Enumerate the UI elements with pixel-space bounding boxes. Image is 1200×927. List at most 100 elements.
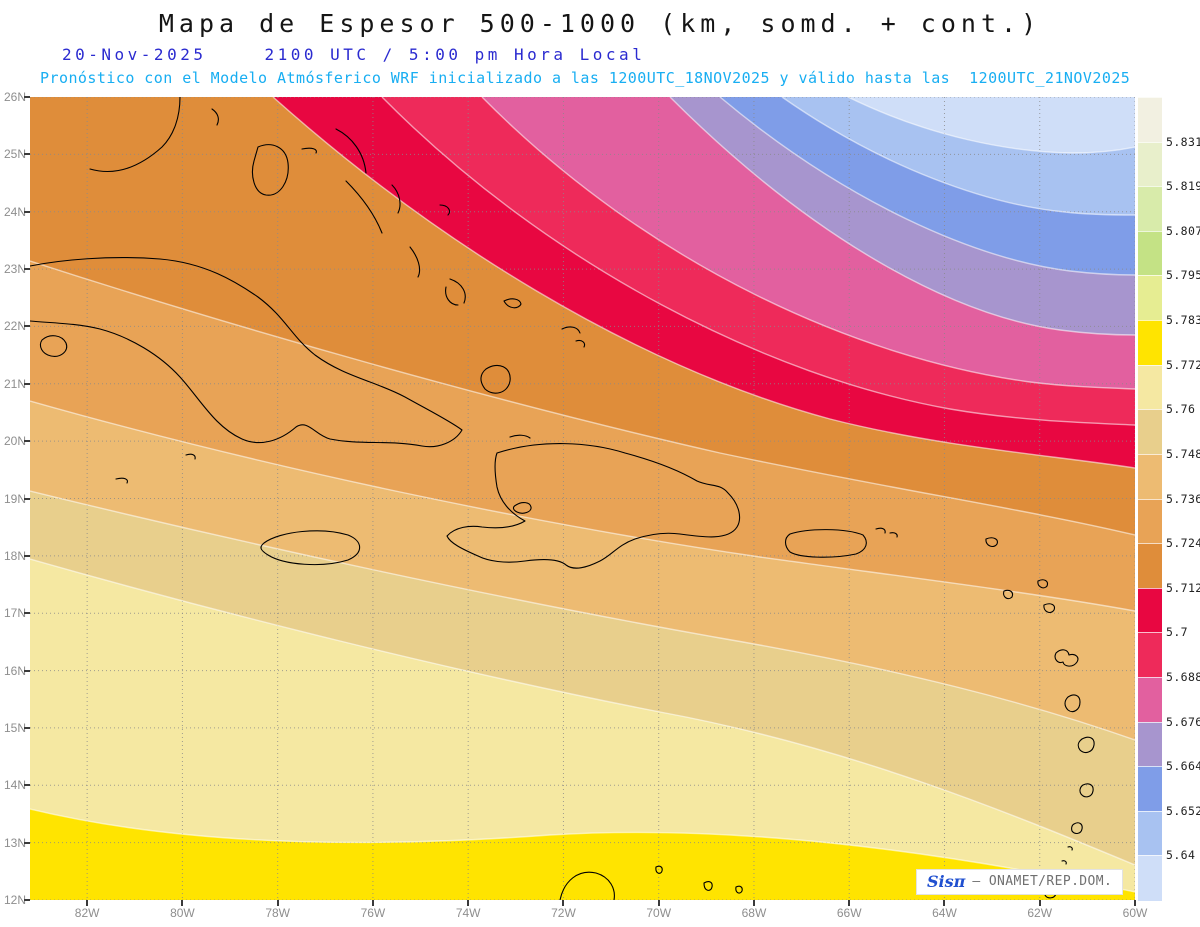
coast-lesser-antilles <box>985 537 1095 899</box>
colorbar-segment <box>1138 320 1162 366</box>
colorbar-segment <box>1138 409 1162 455</box>
colorbar-tick-label: 5.831 <box>1166 134 1200 149</box>
lat-label: 21N <box>3 376 26 391</box>
credit-badge: Sisπ – ONAMET/REP.DOM. <box>916 869 1124 895</box>
lon-tick <box>1133 900 1136 906</box>
coast-gonave-tortuga <box>509 434 532 514</box>
credit-org-label: – ONAMET/REP.DOM. <box>972 874 1113 889</box>
lon-label: 68W <box>741 906 767 920</box>
fill-gte-5.772 <box>30 809 1135 900</box>
lon-tick <box>752 900 755 906</box>
colorbar-segment <box>1138 766 1162 812</box>
lat-tick <box>24 612 30 615</box>
coast-bahamas <box>251 128 586 394</box>
lat-label: 24N <box>3 204 26 219</box>
lon-label: 72W <box>551 906 576 920</box>
lat-label: 14N <box>3 778 26 793</box>
colorbar-segment <box>1138 275 1162 322</box>
colorbar-segment <box>1138 855 1162 901</box>
lon-label: 78W <box>265 906 290 920</box>
coast-isla-juventud <box>39 335 68 357</box>
coast-hispaniola <box>446 443 741 569</box>
coast-abc-islands <box>655 865 743 894</box>
coast-cuba <box>30 257 463 448</box>
lon-tick <box>562 900 565 906</box>
forecast-note: Pronóstico con el Modelo Atmósferico WRF… <box>40 69 1131 87</box>
sispi-logo: Sisπ <box>927 872 966 891</box>
contour-lines <box>30 97 1135 893</box>
colorbar-tick-label: 5.807 <box>1166 223 1200 238</box>
fill-gte-5.76 <box>30 559 1135 900</box>
lat-label: 16N <box>3 663 26 678</box>
lat-label: 23N <box>3 262 26 277</box>
lon-tick <box>371 900 374 906</box>
lat-tick <box>24 784 30 787</box>
coast-florida-keys <box>89 97 219 173</box>
lon-label: 64W <box>932 906 957 920</box>
lon-tick <box>276 900 279 906</box>
lon-label: 76W <box>360 906 386 920</box>
lat-tick <box>24 497 30 500</box>
colorbar-segment <box>1138 141 1162 188</box>
colorbar-tick-label: 5.819 <box>1166 179 1200 194</box>
valid-time-line: 20-Nov-2025 2100 UTC / 5:00 pm Hora Local <box>62 45 645 64</box>
lon-label: 66W <box>836 906 862 920</box>
lat-label: 19N <box>3 491 26 506</box>
colorbar-segment <box>1138 498 1162 545</box>
coast-guajira <box>559 871 615 900</box>
lat-tick <box>24 210 30 213</box>
lon-tick <box>86 900 89 906</box>
lon-tick <box>181 900 184 906</box>
lon-tick <box>1038 900 1041 906</box>
lat-label: 20N <box>3 434 26 449</box>
lat-tick <box>24 841 30 844</box>
colorbar-segment <box>1138 810 1162 857</box>
colorbar-tick-label: 5.7 <box>1166 625 1188 640</box>
lon-tick <box>848 900 851 906</box>
lat-label: 15N <box>3 720 26 735</box>
coast-puerto-rico <box>784 529 867 558</box>
local-time-label: 2100 UTC / 5:00 pm Hora Local <box>264 45 646 64</box>
lat-tick <box>24 268 30 271</box>
lat-tick <box>24 96 30 98</box>
lon-label: 70W <box>646 906 672 920</box>
colorbar-tick-label: 5.64 <box>1166 848 1196 863</box>
lat-tick <box>24 726 30 729</box>
lon-label: 60W <box>1122 906 1148 920</box>
lat-label: 13N <box>3 835 26 850</box>
colorbar-tick-label: 5.795 <box>1166 268 1200 283</box>
colorbar-tick-label: 5.783 <box>1166 313 1200 328</box>
coastlines <box>30 97 1095 900</box>
lat-tick <box>24 669 30 672</box>
colorbar-segment <box>1138 632 1162 678</box>
lon-tick <box>467 900 470 906</box>
colorbar-segment <box>1138 543 1162 589</box>
lat-label: 17N <box>3 606 26 621</box>
page-title: Mapa de Espesor 500-1000 (km, somd. + co… <box>158 9 1042 38</box>
colorbar-tick-label: 5.748 <box>1166 446 1200 461</box>
coast-caymans <box>115 453 196 484</box>
lat-tick <box>24 325 30 328</box>
lat-tick <box>24 554 30 557</box>
lon-label: 74W <box>455 906 481 920</box>
colorbar: 5.831 5.819 5.807 5.795 5.783 5.772 5.76 5.748 5… <box>1138 97 1200 901</box>
colorbar-segment <box>1138 453 1162 500</box>
lon-label: 62W <box>1027 906 1053 920</box>
grid-lines <box>30 97 1135 900</box>
colorbar-tick-label: 5.664 <box>1166 759 1200 774</box>
lat-label: 26N <box>3 90 26 104</box>
date-label: 20-Nov-2025 <box>62 45 207 64</box>
lon-label: 80W <box>170 906 195 920</box>
lon-tick <box>657 900 660 906</box>
lon-label: 82W <box>74 906 100 920</box>
colorbar-segment <box>1138 676 1162 723</box>
colorbar-segment <box>1138 721 1162 768</box>
colorbar-segment <box>1138 364 1162 411</box>
thickness-map <box>30 97 1135 900</box>
colorbar-tick-label: 5.724 <box>1166 536 1200 551</box>
colorbar-tick-label: 5.76 <box>1166 402 1196 417</box>
colorbar-tick-label: 5.688 <box>1166 669 1200 684</box>
colorbar-segment <box>1138 97 1162 143</box>
lat-tick <box>24 440 30 443</box>
